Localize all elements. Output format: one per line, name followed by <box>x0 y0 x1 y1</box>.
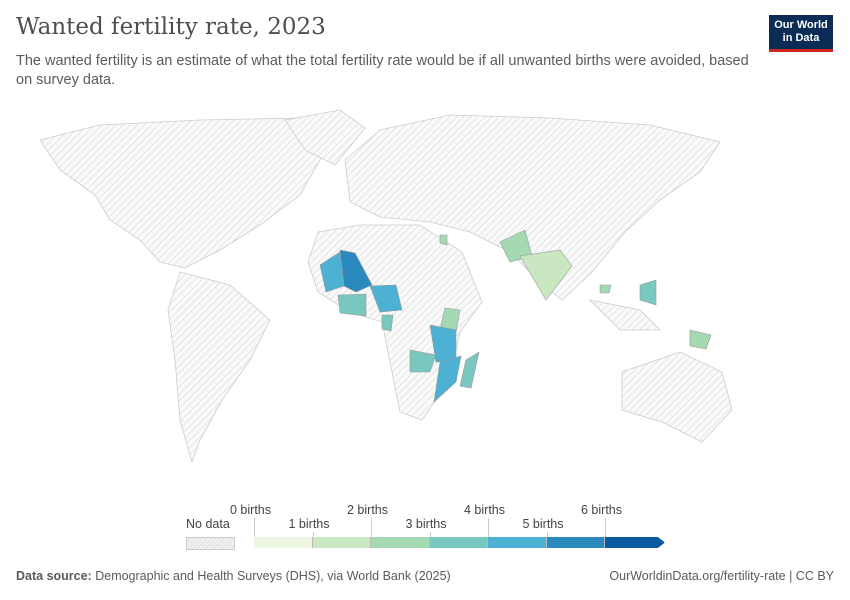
legend-label: 5 births <box>522 517 564 531</box>
legend-tick <box>605 518 606 537</box>
legend-tick <box>429 532 431 537</box>
chart-subtitle: The wanted fertility is an estimate of w… <box>16 53 749 88</box>
country-cambodia[interactable] <box>599 284 612 294</box>
legend-swatch[interactable] <box>254 537 313 548</box>
country-cote-d-ivoire-ghana[interactable] <box>337 293 367 317</box>
legend-tick <box>312 532 314 537</box>
country-india[interactable] <box>519 249 573 301</box>
data-source-text: Demographic and Health Surveys (DHS), vi… <box>95 569 451 583</box>
legend-swatch[interactable] <box>605 537 665 548</box>
world-map[interactable] <box>0 100 850 480</box>
chart-title: Wanted fertility rate, 2023 <box>16 14 326 40</box>
legend-label: 1 births <box>288 517 330 531</box>
legend-tick <box>371 518 372 537</box>
legend-label: 3 births <box>405 517 447 531</box>
legend-label: 2 births <box>347 503 388 517</box>
legend-label: 0 births <box>230 503 271 517</box>
country-gabon[interactable] <box>381 314 394 332</box>
country-jordan[interactable] <box>439 234 448 246</box>
country-mozambique[interactable] <box>433 355 462 403</box>
country-madagascar[interactable] <box>459 351 480 389</box>
country-papua-new-guinea[interactable] <box>689 329 712 350</box>
country-zambia[interactable] <box>409 349 437 373</box>
country-mauritania-senegal[interactable] <box>319 251 345 293</box>
legend-tick <box>488 518 489 537</box>
country-nigeria[interactable] <box>369 284 403 313</box>
legend-swatch[interactable] <box>429 537 488 548</box>
legend-swatch[interactable] <box>546 537 605 548</box>
legend-tick <box>546 532 548 537</box>
legend-label: 4 births <box>464 503 505 517</box>
data-source: Data source: Demographic and Health Surv… <box>16 569 451 583</box>
country-philippines[interactable] <box>639 279 657 306</box>
legend-swatch[interactable] <box>488 537 547 548</box>
legend-label: 6 births <box>581 503 622 517</box>
owid-logo[interactable]: Our World in Data <box>769 15 833 52</box>
legend-no-data-label: No data <box>186 517 230 531</box>
legend-swatch[interactable] <box>371 537 430 548</box>
source-link[interactable]: OurWorldinData.org/fertility-rate | CC B… <box>609 569 834 583</box>
legend-tick <box>254 518 255 537</box>
legend-swatch[interactable] <box>312 537 371 548</box>
legend-no-data-swatch[interactable] <box>186 537 235 550</box>
